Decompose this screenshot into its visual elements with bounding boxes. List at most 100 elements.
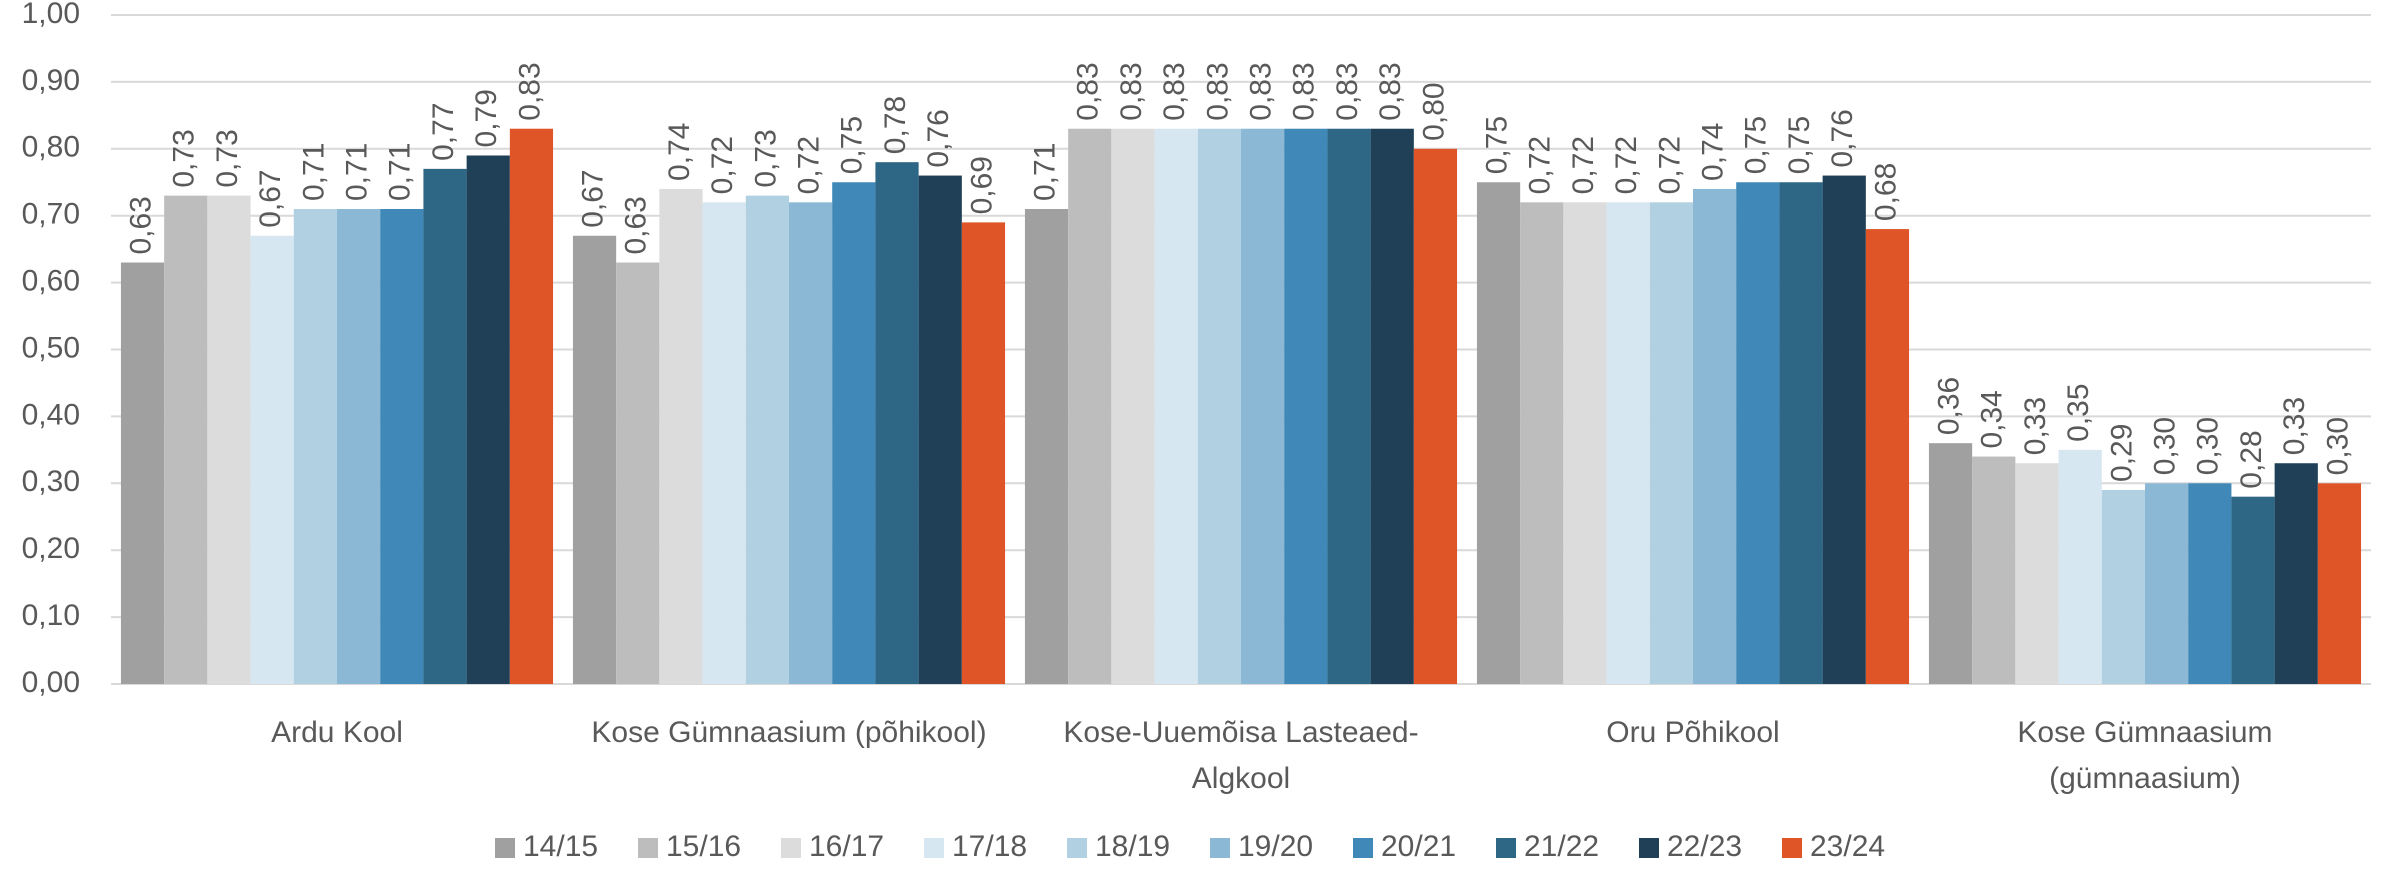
bar <box>1865 229 1910 684</box>
data-label: 0,83 <box>513 62 546 120</box>
y-tick-label: 0,20 <box>22 532 80 565</box>
data-label: 0,75 <box>836 116 869 174</box>
legend-swatch <box>1353 838 1373 858</box>
bar <box>659 188 703 684</box>
data-label: 0,71 <box>341 143 374 201</box>
legend-label: 21/22 <box>1524 830 1599 863</box>
y-tick-label: 0,40 <box>22 398 80 431</box>
data-label: 0,33 <box>2019 397 2052 455</box>
bar <box>1928 443 1973 684</box>
bar <box>1024 209 1069 684</box>
y-tick-label: 0,50 <box>22 331 80 364</box>
data-label: 0,69 <box>965 156 998 214</box>
bar <box>832 182 876 684</box>
bar <box>702 202 746 684</box>
bar <box>466 155 510 685</box>
data-label: 0,71 <box>1028 143 1061 201</box>
data-label: 0,30 <box>2321 417 2354 475</box>
bar <box>2317 483 2362 684</box>
bar <box>572 235 617 684</box>
legend-label: 18/19 <box>1095 830 1170 863</box>
data-label: 0,28 <box>2235 430 2268 488</box>
data-label: 0,77 <box>427 102 460 160</box>
legend-label: 15/16 <box>666 830 741 863</box>
data-label: 0,71 <box>297 143 330 201</box>
data-label: 0,83 <box>1072 62 1105 120</box>
data-label: 0,35 <box>2062 383 2095 441</box>
data-label: 0,33 <box>2278 397 2311 455</box>
legend-label: 17/18 <box>952 830 1027 863</box>
bar <box>1693 188 1737 684</box>
data-label: 0,83 <box>1201 62 1234 120</box>
x-tick-label: Kose-Uuemõisa Lasteaed-Algkool <box>1063 716 1419 795</box>
y-tick-label: 1,00 <box>22 0 80 30</box>
bar <box>745 195 789 684</box>
data-label: 0,75 <box>1740 116 1773 174</box>
data-label: 0,36 <box>1932 377 1965 435</box>
data-label: 0,80 <box>1417 82 1450 140</box>
data-label: 0,72 <box>1524 136 1557 194</box>
bar <box>2101 489 2145 684</box>
data-label: 0,34 <box>1976 390 2009 448</box>
data-label: 0,75 <box>1783 116 1816 174</box>
data-label: 0,72 <box>1567 136 1600 194</box>
bar <box>2058 449 2102 684</box>
data-label: 0,76 <box>922 109 955 167</box>
data-label: 0,75 <box>1480 116 1513 174</box>
data-label: 0,74 <box>663 123 696 181</box>
data-label: 0,83 <box>1331 62 1364 120</box>
y-tick-label: 0,60 <box>22 265 80 298</box>
data-label: 0,30 <box>2192 417 2225 475</box>
bar <box>1563 202 1607 684</box>
data-label: 0,63 <box>620 196 653 254</box>
x-tick-label: Kose Gümnaasium (gümnaasium) <box>2017 716 2273 795</box>
y-tick-label: 0,10 <box>22 599 80 632</box>
legend-swatch <box>1210 838 1230 858</box>
legend-swatch <box>638 838 658 858</box>
bar <box>1327 128 1371 685</box>
bar <box>337 209 381 684</box>
bar <box>250 235 294 684</box>
y-tick-label: 0,80 <box>22 131 80 164</box>
bar <box>1606 202 1650 684</box>
bar <box>961 222 1006 684</box>
data-label: 0,72 <box>706 136 739 194</box>
bar <box>875 162 919 684</box>
data-label: 0,83 <box>1115 62 1148 120</box>
bar <box>1241 128 1285 685</box>
bar <box>1068 128 1112 685</box>
legend-swatch <box>781 838 801 858</box>
bar <box>1736 182 1780 684</box>
legend-swatch <box>924 838 944 858</box>
bar <box>293 209 337 684</box>
data-label: 0,68 <box>1869 163 1902 221</box>
bar <box>1197 128 1241 685</box>
bar <box>1649 202 1693 684</box>
data-label: 0,83 <box>1374 62 1407 120</box>
bar <box>1370 128 1414 685</box>
bar <box>207 195 251 684</box>
bar <box>2274 463 2318 684</box>
data-label: 0,72 <box>1610 136 1643 194</box>
bar <box>616 262 660 684</box>
bar <box>1284 128 1328 685</box>
x-tick-label: Ardu Kool <box>271 716 403 749</box>
bar <box>1413 148 1458 685</box>
y-tick-label: 0,90 <box>22 64 80 97</box>
data-label: 0,83 <box>1288 62 1321 120</box>
bar <box>918 175 962 684</box>
y-tick-label: 0,00 <box>22 666 80 699</box>
data-label: 0,73 <box>211 129 244 187</box>
y-tick-label: 0,30 <box>22 465 80 498</box>
bar <box>120 262 165 684</box>
bar <box>1476 182 1521 684</box>
legend-label: 23/24 <box>1810 830 1885 863</box>
legend-label: 16/17 <box>809 830 884 863</box>
data-label: 0,63 <box>124 196 157 254</box>
bar <box>2188 483 2232 684</box>
data-label: 0,76 <box>1826 109 1859 167</box>
bar <box>380 209 424 684</box>
bar <box>1111 128 1155 685</box>
